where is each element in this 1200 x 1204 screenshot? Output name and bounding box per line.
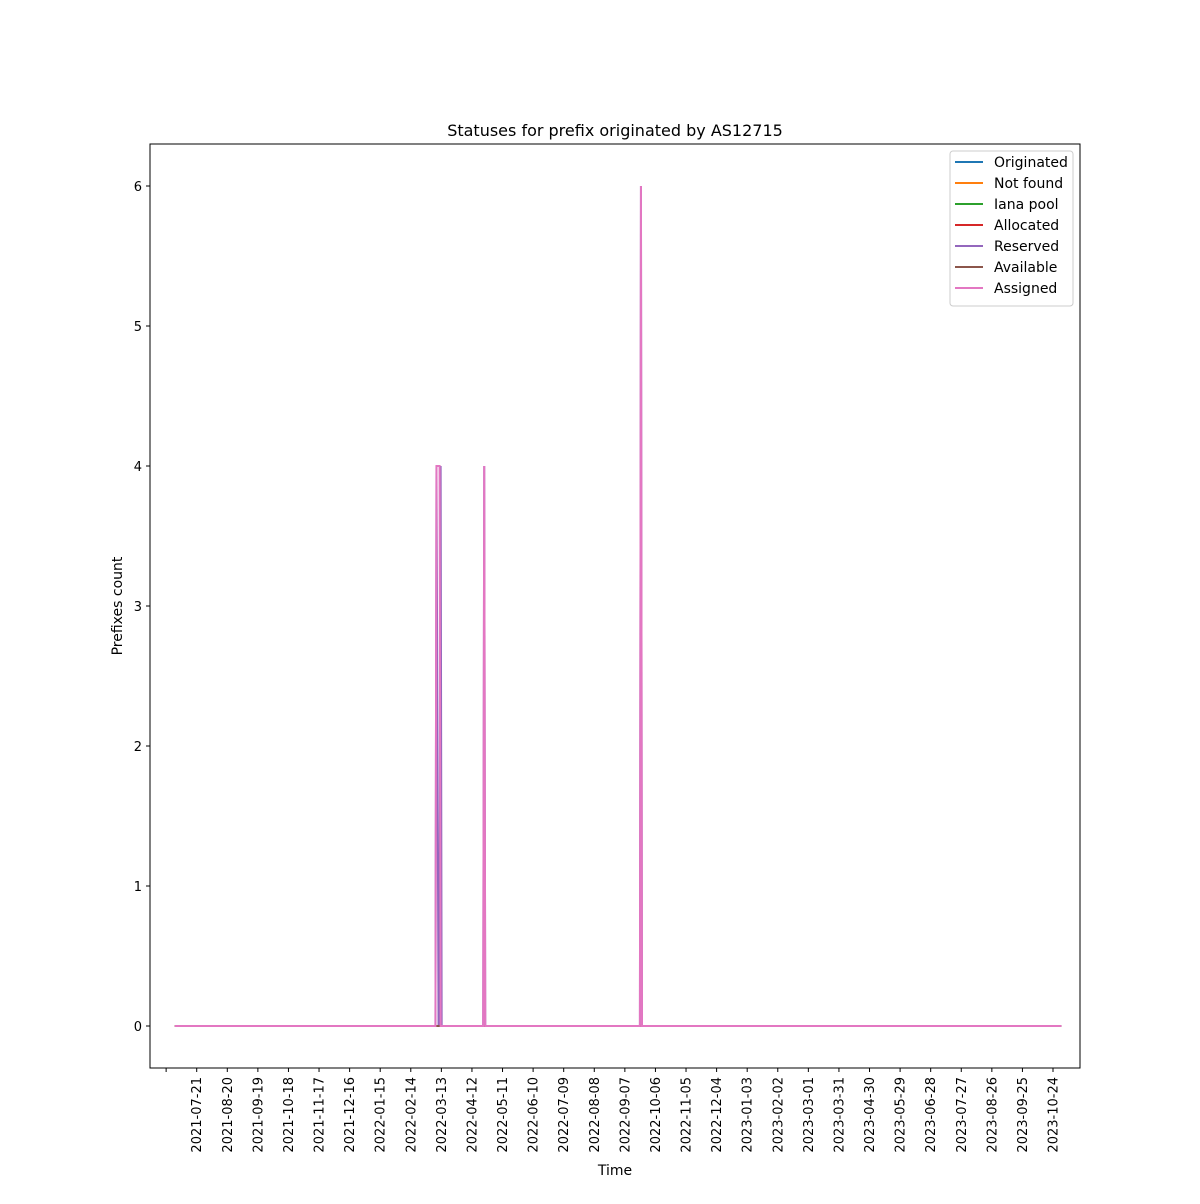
x-tick-label: 2022-11-05 xyxy=(680,1077,695,1153)
x-tick-label: 2022-03-13 xyxy=(435,1077,450,1153)
x-tick-label: 2022-04-12 xyxy=(465,1077,480,1153)
x-tick-label: 2021-08-20 xyxy=(221,1077,236,1153)
x-tick-label: 2023-04-30 xyxy=(863,1077,878,1153)
y-tick-label: 1 xyxy=(134,880,142,895)
x-tick-label: 2021-12-16 xyxy=(343,1077,358,1153)
x-tick-label: 2023-02-02 xyxy=(771,1077,786,1153)
x-axis: 2021-07-21 2021-08-20 2021-09-19 2021-10-18… xyxy=(165,1068,1062,1153)
x-tick-label: 2021-11-17 xyxy=(313,1077,328,1153)
legend-label-not-found: Not found xyxy=(994,176,1063,192)
legend-label-originated: Originated xyxy=(994,155,1068,171)
chart-title: Statuses for prefix originated by AS1271… xyxy=(447,121,783,140)
y-tick-label: 4 xyxy=(134,460,142,475)
x-tick-label: 2022-12-04 xyxy=(710,1077,725,1153)
x-tick-label: 2023-03-31 xyxy=(832,1077,847,1153)
x-tick-label: 2021-07-21 xyxy=(190,1077,205,1153)
plot-layer xyxy=(174,185,1062,1027)
legend-label-allocated: Allocated xyxy=(994,218,1059,234)
x-tick-label: 2022-06-10 xyxy=(527,1077,542,1153)
y-tick-label: 3 xyxy=(134,600,142,615)
x-tick-label: 2021-09-19 xyxy=(251,1077,266,1153)
series-line-assigned xyxy=(174,185,1062,1027)
x-tick-label: 2023-08-26 xyxy=(985,1077,1000,1153)
x-tick-label: 2022-05-11 xyxy=(496,1077,511,1153)
y-axis-label: Prefixes count xyxy=(110,556,126,655)
x-tick-label: 2023-09-25 xyxy=(1016,1077,1031,1153)
x-tick-label: 2022-02-14 xyxy=(404,1077,419,1153)
x-axis-label: Time xyxy=(597,1163,632,1179)
x-tick-label: 2023-01-03 xyxy=(741,1077,756,1153)
y-tick-label: 6 xyxy=(134,180,142,195)
y-tick-label: 5 xyxy=(134,320,142,335)
y-tick-label: 2 xyxy=(134,740,142,755)
x-tick-label: 2023-07-27 xyxy=(955,1077,970,1153)
x-tick-label: 2022-01-15 xyxy=(374,1077,389,1153)
legend-label-assigned: Assigned xyxy=(994,281,1057,297)
legend-label-available: Available xyxy=(994,260,1057,276)
x-tick-label: 2023-03-01 xyxy=(802,1077,817,1153)
x-tick-label: 2023-10-24 xyxy=(1047,1077,1062,1153)
legend: Originated Not found Iana pool Allocated Res… xyxy=(949,150,1074,307)
y-axis: 0 1 2 3 4 5 6 xyxy=(134,180,150,1035)
legend-label-reserved: Reserved xyxy=(994,239,1059,255)
x-tick-label: 2023-06-28 xyxy=(924,1077,939,1153)
y-tick-label: 0 xyxy=(134,1020,142,1035)
x-tick-label: 2022-09-07 xyxy=(618,1077,633,1153)
legend-label-iana-pool: Iana pool xyxy=(994,197,1059,213)
x-tick-label: 2022-08-08 xyxy=(588,1077,603,1153)
x-tick-label: 2021-10-18 xyxy=(282,1077,297,1153)
x-tick-label: 2022-07-09 xyxy=(557,1077,572,1153)
x-tick-label: 2022-10-06 xyxy=(649,1077,664,1153)
x-tick-label: 2023-05-29 xyxy=(894,1077,909,1153)
